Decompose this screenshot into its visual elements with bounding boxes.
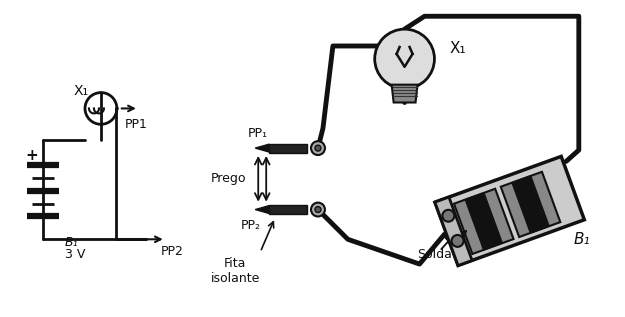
Polygon shape: [269, 144, 307, 152]
Text: +: +: [25, 147, 38, 163]
Text: B₁: B₁: [574, 232, 591, 247]
Text: 3 V: 3 V: [65, 248, 86, 261]
Circle shape: [452, 235, 464, 247]
Text: Prego: Prego: [211, 172, 246, 185]
Text: Solda: Solda: [417, 248, 452, 261]
Circle shape: [375, 29, 434, 89]
Polygon shape: [269, 205, 307, 214]
Text: Fita
isolante: Fita isolante: [211, 257, 260, 285]
Polygon shape: [435, 197, 472, 266]
Text: X₁: X₁: [74, 84, 89, 98]
Polygon shape: [255, 144, 269, 152]
Text: PP1: PP1: [125, 118, 148, 131]
Polygon shape: [435, 156, 584, 266]
Circle shape: [315, 145, 321, 151]
Text: B₁: B₁: [65, 236, 79, 249]
Polygon shape: [512, 176, 549, 233]
Circle shape: [442, 210, 454, 222]
Text: PP₁: PP₁: [248, 127, 268, 140]
Polygon shape: [392, 85, 418, 102]
Text: PP2: PP2: [161, 245, 184, 258]
Polygon shape: [255, 206, 269, 214]
Circle shape: [311, 203, 325, 217]
Circle shape: [311, 141, 325, 155]
Text: X₁: X₁: [449, 42, 466, 56]
Polygon shape: [454, 189, 514, 254]
Text: PP₂: PP₂: [241, 219, 261, 232]
Polygon shape: [501, 172, 561, 237]
Circle shape: [315, 207, 321, 212]
Polygon shape: [465, 193, 503, 250]
